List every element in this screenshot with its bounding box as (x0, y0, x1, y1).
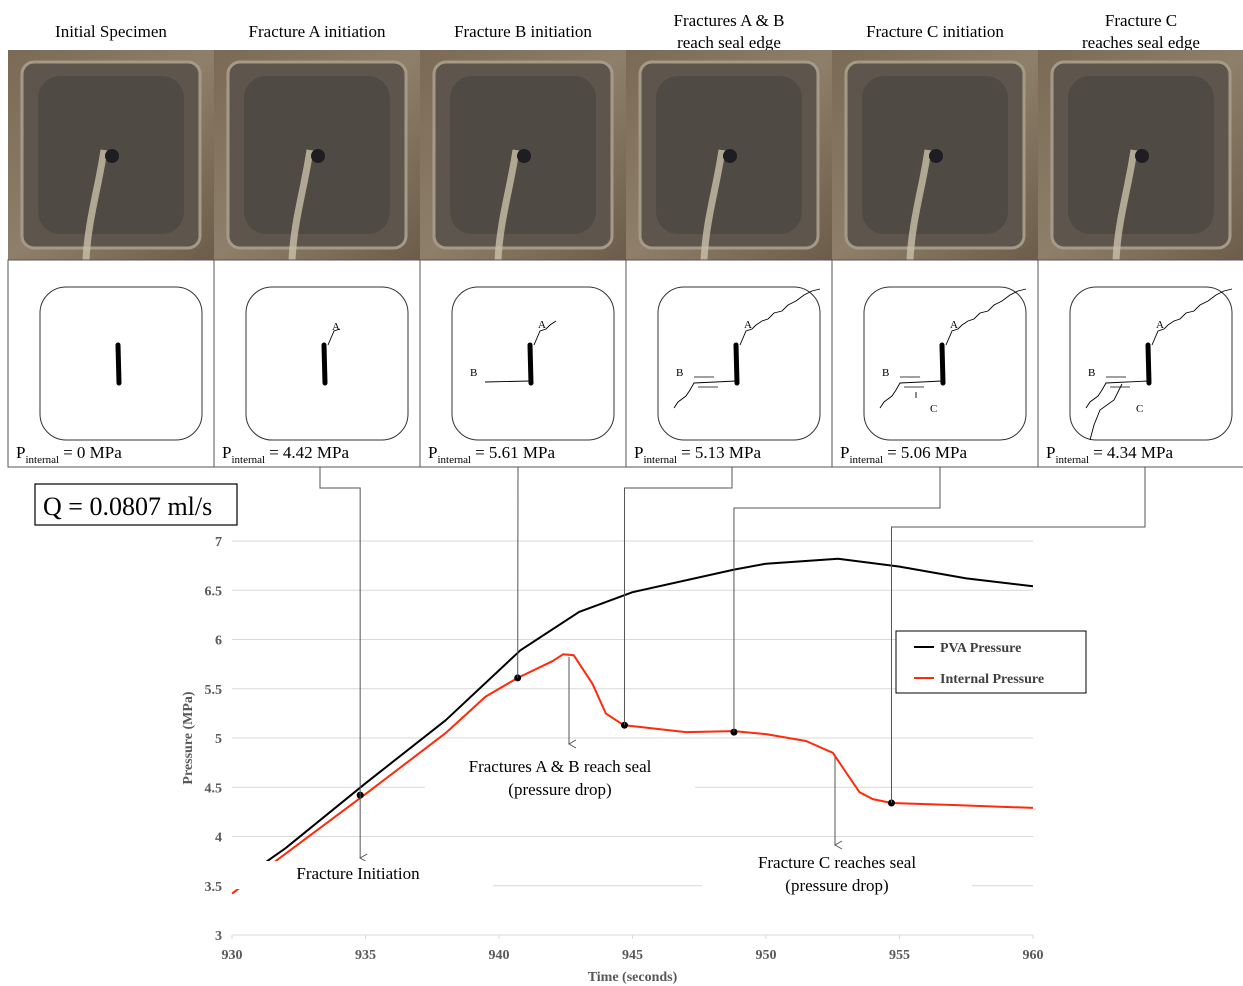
y-axis-title: Pressure (MPa) (181, 691, 196, 785)
sketch-cell (832, 260, 1038, 467)
sketch-bore (942, 345, 943, 383)
pressure-symbol: P (840, 443, 849, 462)
sketch-cell (420, 260, 626, 467)
pressure-symbol: P (16, 443, 25, 462)
sketch-bore (324, 345, 325, 383)
panel: Fractures A & Breach seal edgeABPinterna… (626, 11, 832, 467)
panel-title: reach seal edge (677, 33, 781, 52)
y-tick-label: 5 (215, 732, 222, 747)
y-tick-label: 4 (215, 831, 222, 846)
pressure-value: = 5.13 MPa (681, 443, 761, 462)
pressure-symbol: P (1046, 443, 1055, 462)
pressure-symbol: P (634, 443, 643, 462)
legend: PVA Pressure Internal Pressure (896, 631, 1086, 693)
panel: Fracture A initiation A Pinternal = 4.42 MP… (214, 22, 420, 467)
panel-title: Fracture C initiation (866, 22, 1004, 41)
pressure-value: = 4.42 MPa (269, 443, 349, 462)
panel: Initial Specimen Pinternal = 0 MPa (8, 22, 214, 467)
pressure-value: = 0 MPa (63, 443, 122, 462)
annotation: Fracture Initiation (296, 864, 420, 883)
pressure-value: = 4.34 MPa (1093, 443, 1173, 462)
pressure-subscript: internal (437, 454, 471, 466)
panel-title: Initial Specimen (55, 22, 167, 41)
y-tick-label: 6 (215, 634, 222, 649)
annotation: (pressure drop) (508, 780, 611, 799)
sketch-bore (736, 345, 737, 383)
legend-label: PVA Pressure (940, 641, 1021, 656)
figure: Initial Specimen Pinternal = 0 MPa Fracture… (0, 0, 1243, 986)
y-tick-label: 4.5 (205, 781, 223, 796)
pressure-symbol: P (222, 443, 231, 462)
x-tick-label: 945 (622, 948, 643, 963)
annotation: (pressure drop) (785, 876, 888, 895)
photo-inlet (517, 149, 531, 163)
sketch-label: B (882, 367, 889, 379)
sketch-cell (8, 260, 214, 467)
pressure-subscript: internal (849, 454, 883, 466)
sketch-label: B (1088, 367, 1095, 379)
sketch-cell (626, 260, 832, 467)
connector (320, 467, 360, 795)
x-tick-label: 955 (889, 948, 910, 963)
pressure-subscript: internal (25, 454, 59, 466)
annotation: Fracture C reaches seal (758, 853, 916, 872)
pressure-subscript: internal (1055, 454, 1089, 466)
flow-rate: Q = 0.0807 ml/s (43, 492, 212, 521)
y-tick-label: 3.5 (205, 880, 223, 895)
panel-title: Fracture C (1105, 11, 1177, 30)
y-tick-label: 6.5 (205, 584, 223, 599)
sketch-bore (530, 345, 531, 383)
sketch-label: A (332, 321, 340, 333)
sketch-cell (214, 260, 420, 467)
x-tick-label: 950 (756, 948, 777, 963)
pressure-value: = 5.06 MPa (887, 443, 967, 462)
sketch-label: C (930, 403, 937, 415)
annotation: Fractures A & B reach seal (469, 757, 652, 776)
photo-inlet (105, 149, 119, 163)
sketch-bore (118, 345, 119, 383)
y-tick-label: 3 (215, 929, 222, 944)
panel-title: Fracture B initiation (454, 22, 592, 41)
photo-inlet (1135, 149, 1149, 163)
photo-inlet (929, 149, 943, 163)
figure-canvas: Initial Specimen Pinternal = 0 MPa Fracture… (0, 0, 1243, 986)
x-tick-label: 960 (1023, 948, 1044, 963)
panel-title: reaches seal edge (1082, 33, 1200, 52)
flow-rate-box: Q = 0.0807 ml/s (35, 484, 237, 525)
panels: Initial Specimen Pinternal = 0 MPa Fracture… (8, 11, 1243, 467)
pressure-value: = 5.61 MPa (475, 443, 555, 462)
pressure-symbol: P (428, 443, 437, 462)
pressure-subscript: internal (643, 454, 677, 466)
x-tick-label: 935 (355, 948, 376, 963)
panel-title: Fractures A & B (674, 11, 785, 30)
sketch-cell (1038, 260, 1243, 467)
photo-inlet (311, 149, 325, 163)
y-tick-label: 5.5 (205, 683, 223, 698)
x-tick-label: 930 (222, 948, 243, 963)
sketch-label: B (676, 367, 683, 379)
sketch-label: B (470, 367, 477, 379)
legend-label: Internal Pressure (940, 672, 1044, 687)
y-tick-label: 7 (215, 535, 222, 550)
pressure-subscript: internal (231, 454, 265, 466)
panel-title: Fracture A initiation (249, 22, 386, 41)
sketch-bore (1148, 345, 1149, 383)
connector (624, 467, 732, 725)
sketch-label: C (1136, 403, 1143, 415)
photo-inlet (723, 149, 737, 163)
x-tick-label: 940 (489, 948, 510, 963)
x-axis-title: Time (seconds) (588, 970, 678, 985)
